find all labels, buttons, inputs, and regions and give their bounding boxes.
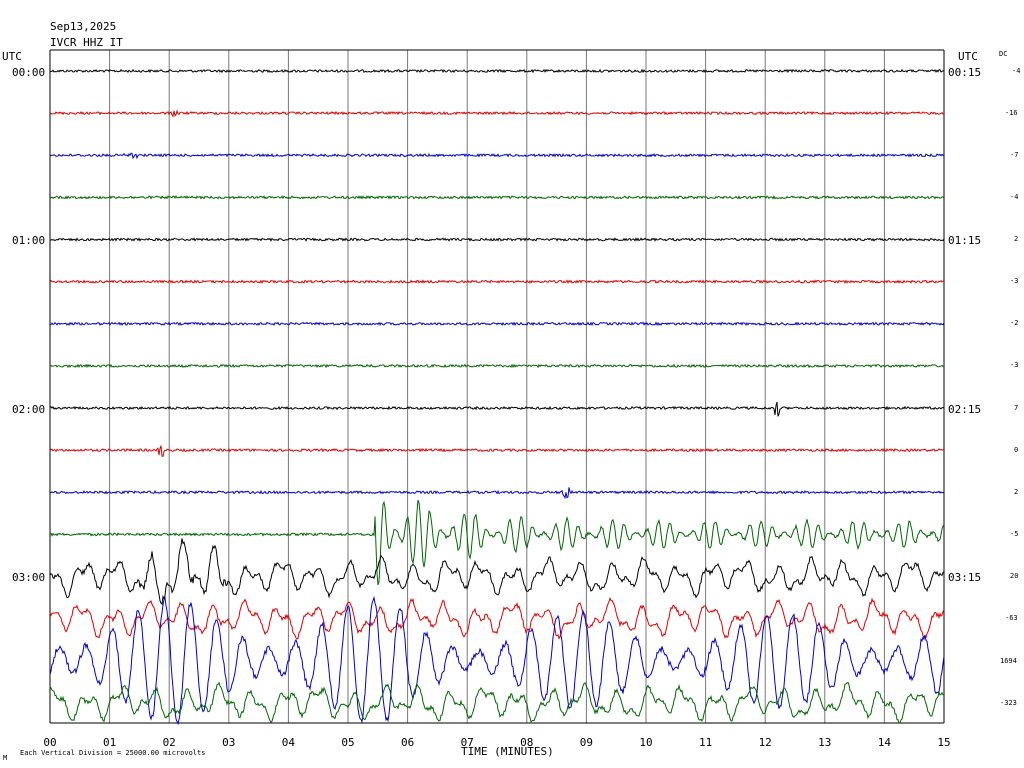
left-time-label: 02:00 xyxy=(12,403,46,416)
left-time-label: 00:00 xyxy=(12,66,46,79)
trace-line xyxy=(49,597,945,640)
trace-line xyxy=(49,237,945,242)
trace-line xyxy=(49,321,945,327)
utc-right-label: UTC xyxy=(958,50,978,63)
right-time-label: 02:15 xyxy=(948,403,982,416)
utc-left-label: UTC xyxy=(2,50,22,63)
x-tick-label: 12 xyxy=(759,736,772,749)
x-tick-label: 13 xyxy=(818,736,831,749)
x-tick-label: 07 xyxy=(461,736,474,749)
scale-mark-icon: M xyxy=(3,754,8,762)
right-time-label: 03:15 xyxy=(948,571,982,584)
x-tick-label: 14 xyxy=(878,736,892,749)
x-tick-label: 04 xyxy=(282,736,296,749)
trace-line xyxy=(49,363,945,369)
x-tick-label: 10 xyxy=(639,736,652,749)
left-time-label: 03:00 xyxy=(12,571,46,584)
x-tick-label: 15 xyxy=(937,736,950,749)
x-tick-label: 03 xyxy=(222,736,235,749)
dc-value-label: -2 xyxy=(1010,319,1019,327)
dc-value-label: -323 xyxy=(1000,699,1017,707)
trace-line xyxy=(49,109,945,118)
left-time-label: 01:00 xyxy=(12,234,46,247)
x-tick-label: 09 xyxy=(580,736,593,749)
trace-line xyxy=(49,68,945,74)
trace-line xyxy=(49,445,945,457)
dc-value-label: -4 xyxy=(1010,193,1019,201)
footer-note: Each Vertical Division = 25000.00 microv… xyxy=(20,749,206,757)
dc-header-label: DC xyxy=(999,50,1008,58)
traces xyxy=(49,68,945,726)
x-axis-title: TIME (MINUTES) xyxy=(461,745,554,758)
grid xyxy=(49,49,945,724)
right-time-label: 01:15 xyxy=(948,234,982,247)
x-tick-label: 06 xyxy=(401,736,414,749)
trace-line xyxy=(49,401,945,417)
trace-line xyxy=(49,595,945,726)
x-tick-label: 01 xyxy=(103,736,116,749)
dc-value-label: -3 xyxy=(1010,277,1019,285)
trace-line xyxy=(49,487,945,500)
dc-value-label: 7 xyxy=(1014,404,1019,412)
dc-value-label: -16 xyxy=(1005,109,1018,117)
x-tick-label: 02 xyxy=(163,736,176,749)
x-tick-label: 05 xyxy=(341,736,354,749)
dc-value-label: 0 xyxy=(1014,446,1019,454)
trace-line xyxy=(49,152,945,160)
station-label: IVCR HHZ IT xyxy=(50,36,123,49)
dc-value-label: 20 xyxy=(1010,572,1019,580)
x-tick-label: 11 xyxy=(699,736,712,749)
right-time-label: 00:15 xyxy=(948,66,982,79)
trace-line xyxy=(49,538,945,605)
dc-value-label: -4 xyxy=(1012,67,1021,75)
dc-value-label: -3 xyxy=(1010,361,1019,369)
dc-value-label: -7 xyxy=(1010,151,1019,159)
dc-value-label: 1694 xyxy=(1000,657,1017,665)
dc-value-label: -5 xyxy=(1010,530,1019,538)
trace-line xyxy=(49,279,945,285)
trace-line xyxy=(49,681,945,724)
dc-value-label: 2 xyxy=(1014,488,1019,496)
date-label: Sep13,2025 xyxy=(50,20,117,33)
dc-value-label: -63 xyxy=(1005,614,1018,622)
trace-line xyxy=(49,499,945,586)
x-tick-label: 00 xyxy=(43,736,56,749)
x-tick-label: 08 xyxy=(520,736,533,749)
x-ticks: 00 01 02 03 04 05 06 07 08 09 10 11 12 13 14 15 xyxy=(43,736,950,749)
trace-line xyxy=(49,195,945,200)
dc-value-label: 2 xyxy=(1014,235,1019,243)
